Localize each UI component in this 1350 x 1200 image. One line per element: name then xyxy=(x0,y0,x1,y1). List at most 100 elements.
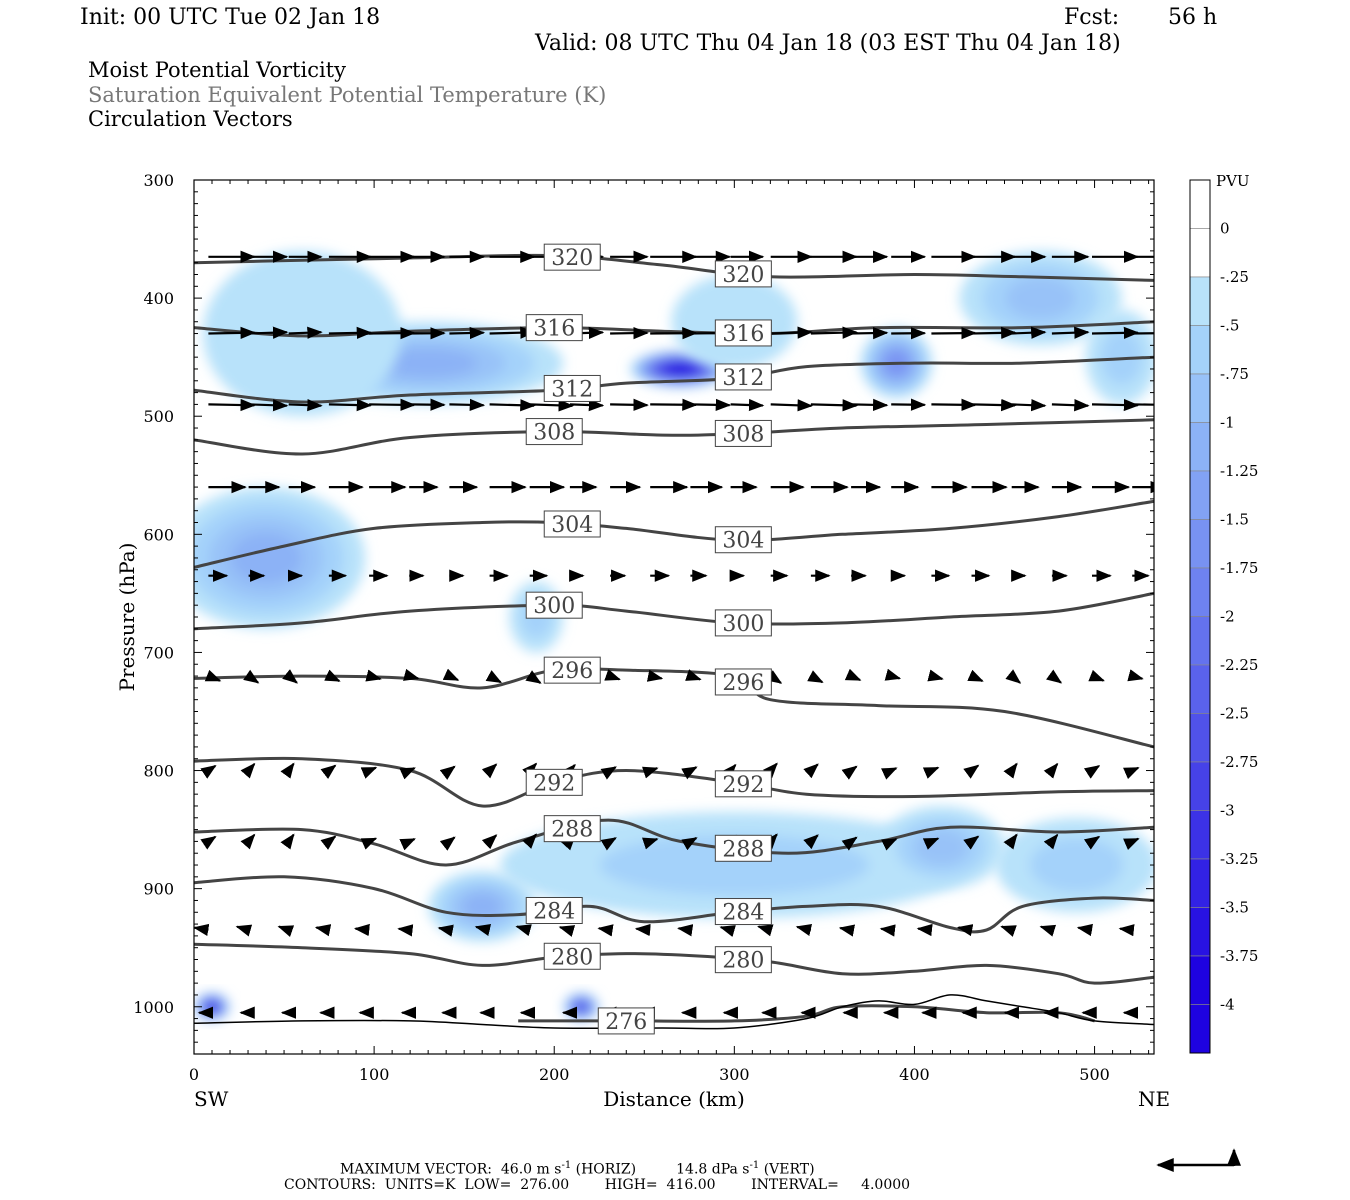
circulation-vector xyxy=(277,925,295,937)
contour-label-box xyxy=(525,896,583,924)
theta-es-contour-304 xyxy=(194,499,1154,569)
contour-label-box xyxy=(525,418,583,446)
circulation-vector xyxy=(600,766,617,780)
colorbar-label: -2.25 xyxy=(1220,656,1258,674)
colorbar-label: -1.5 xyxy=(1220,511,1249,529)
circulation-vector xyxy=(685,669,702,681)
circulation-vector xyxy=(963,764,980,779)
axes: 300 400 500 600 700 800 900 1000 0 100 200 300 400 50… xyxy=(133,171,1154,1084)
pv-anomaly-14 xyxy=(563,992,600,1021)
colorbar-swatch xyxy=(1189,519,1211,569)
contour-labels: 320 320 316 316 312 312 308 308 304 304 300 300 296 2… xyxy=(525,243,772,1035)
circulation-vector xyxy=(600,837,617,851)
circulation-vector xyxy=(881,767,898,780)
pv-shade xyxy=(462,893,502,920)
contour-label-box xyxy=(714,834,772,862)
circulation-vector xyxy=(681,837,698,851)
circulation-vector xyxy=(288,326,323,339)
circulation-vector xyxy=(841,765,858,780)
circulation-vector xyxy=(1123,837,1140,850)
colorbar-swatch xyxy=(1189,858,1211,908)
circulation-vector xyxy=(485,670,503,684)
circulation-vector xyxy=(1003,762,1018,779)
circulation-vector xyxy=(1043,762,1059,779)
contour-label-box xyxy=(714,419,772,447)
circulation-vector xyxy=(1043,833,1059,850)
contour-label-box xyxy=(714,898,772,926)
contour-label-text: 280 xyxy=(551,945,593,970)
colorbar-label: -.5 xyxy=(1220,317,1239,335)
contour-label-296-0: 296 xyxy=(543,656,601,684)
theta-es-contour-280 xyxy=(194,942,1154,985)
theta-es-contour-320 xyxy=(194,253,1154,282)
colorbar-swatch xyxy=(1189,713,1211,763)
field-title-mpv: Moist Potential Vorticity xyxy=(88,58,346,82)
contour-label-box xyxy=(714,319,772,347)
colorbar-label: 0 xyxy=(1220,220,1230,238)
pv-anomaly-12 xyxy=(995,817,1154,913)
circulation-vector xyxy=(1051,399,1090,412)
circulation-vector xyxy=(610,398,649,411)
contour-label-text: 316 xyxy=(533,317,575,342)
circulation-vector xyxy=(369,326,416,340)
circulation-vector xyxy=(770,399,813,412)
circulation-vector xyxy=(634,923,651,937)
contour-label-text: 296 xyxy=(551,659,593,684)
circulation-vector xyxy=(280,833,295,850)
circulation-vector xyxy=(439,836,456,851)
circulation-vector xyxy=(328,398,373,412)
contour-label-300-0: 300 xyxy=(525,591,583,619)
contour-label-300-1: 300 xyxy=(714,609,772,637)
circulation-vector xyxy=(314,924,332,937)
contour-label-312-1: 312 xyxy=(714,363,772,391)
contour-label-320-1: 320 xyxy=(714,260,772,288)
circulation-vector xyxy=(369,398,416,411)
contour-label-box xyxy=(525,314,583,342)
x-tick-label: 400 xyxy=(899,1065,930,1084)
pv-shade xyxy=(379,348,478,379)
contour-label-320-0: 320 xyxy=(543,243,601,271)
circulation-vector xyxy=(204,669,222,682)
colorbar-swatch xyxy=(1189,567,1211,617)
circulation-vector xyxy=(529,399,574,412)
contour-label-box xyxy=(543,656,601,684)
colorbar-label: -3 xyxy=(1220,802,1235,820)
contour-label-text: 292 xyxy=(722,773,764,798)
contour-label-text: 304 xyxy=(551,513,593,538)
circulation-vector xyxy=(963,835,980,850)
circulation-vector xyxy=(841,836,858,851)
contour-label-box xyxy=(525,591,583,619)
contour-label-box xyxy=(714,609,772,637)
y-tick-label: 1000 xyxy=(133,998,174,1017)
circulation-vector xyxy=(646,669,664,682)
circulation-vector xyxy=(248,326,289,339)
contour-label-box xyxy=(543,243,601,271)
circulation-vector xyxy=(1051,326,1090,339)
colorbar-swatch xyxy=(1189,325,1211,375)
colorbar-frame xyxy=(1189,179,1211,1054)
theta-es-contour-308 xyxy=(194,418,1154,456)
terrain-outline xyxy=(194,994,1154,1030)
colorbar-label: -2 xyxy=(1220,608,1235,626)
colorbar-swatch xyxy=(1189,761,1211,811)
circulation-vector xyxy=(891,398,927,411)
circulation-vector xyxy=(1011,399,1047,412)
contour-label-box xyxy=(543,374,601,402)
max-vector-caption: MAXIMUM VECTOR: 46.0 m s-1 (HORIZ) 14.8 … xyxy=(340,1158,815,1178)
contour-label-text: 308 xyxy=(722,422,764,447)
contour-label-text: 276 xyxy=(605,1010,647,1035)
pv-shade xyxy=(599,834,869,896)
circulation-vector xyxy=(365,669,382,682)
circulation-vector xyxy=(489,399,536,412)
reference-vector-icon xyxy=(1156,1148,1241,1172)
circulation-vector xyxy=(604,668,621,681)
colorbar-label: -3.25 xyxy=(1220,850,1258,868)
circulation-vector xyxy=(967,669,984,683)
circulation-vector xyxy=(1005,669,1022,684)
contour-label-280-0: 280 xyxy=(543,942,601,970)
circulation-vector xyxy=(328,326,373,340)
colorbar-swatch xyxy=(1189,470,1211,520)
contour-label-box xyxy=(543,942,601,970)
y-tick-label: 900 xyxy=(143,880,174,899)
